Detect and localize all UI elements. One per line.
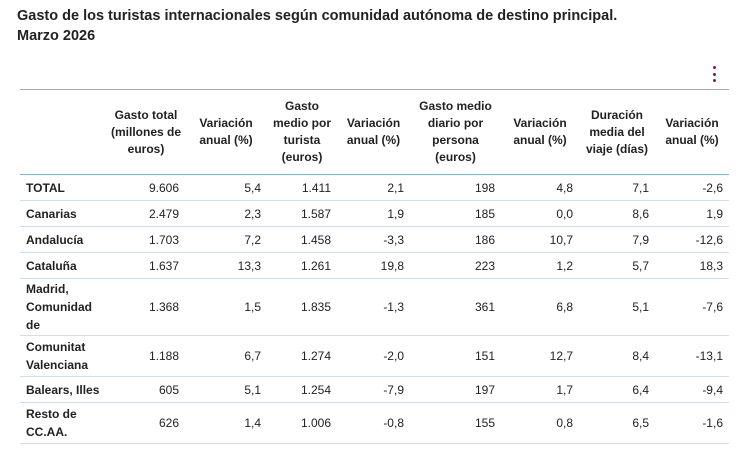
cell-value: 361 [410, 278, 501, 336]
cell-value: 1,2 [501, 252, 579, 279]
cell-value: 0,8 [501, 402, 579, 444]
table-row: Cataluña 1.637 13,3 1.261 19,8 223 1,2 5… [20, 252, 729, 279]
data-table: Gasto total (millones de euros) Variació… [20, 89, 729, 444]
cell-value: 1,5 [185, 278, 267, 336]
cell-value: 223 [410, 252, 501, 279]
cell-value: -0,8 [337, 402, 410, 444]
header-variacion-gasto-medio: Variación anual (%) [337, 89, 410, 175]
cell-value: 2,1 [337, 174, 410, 201]
cell-value: 0,0 [501, 200, 579, 227]
cell-value: 1.254 [267, 376, 337, 403]
cell-value: -1,6 [655, 402, 729, 444]
cell-value: 198 [410, 174, 501, 201]
cell-value: 1.368 [107, 278, 185, 336]
table-row: Madrid, Comunidad de 1.368 1,5 1.835 -1,… [20, 278, 729, 336]
cell-value: 1,9 [655, 200, 729, 227]
header-region [20, 89, 107, 175]
row-label: Cataluña [20, 252, 107, 279]
cell-value: 197 [410, 376, 501, 403]
cell-value: -1,3 [337, 278, 410, 336]
cell-value: 151 [410, 335, 501, 377]
cell-value: 1,4 [185, 402, 267, 444]
cell-value: 8,6 [579, 200, 655, 227]
cell-value: 5,1 [185, 376, 267, 403]
cell-value: -12,6 [655, 226, 729, 253]
cell-value: 1.411 [267, 174, 337, 201]
cell-value: 1.835 [267, 278, 337, 336]
menu-dot [712, 72, 716, 76]
cell-value: 18,3 [655, 252, 729, 279]
cell-value: 1.458 [267, 226, 337, 253]
cell-value: 6,5 [579, 402, 655, 444]
cell-value: 626 [107, 402, 185, 444]
table-row: Balears, Illes 605 5,1 1.254 -7,9 197 1,… [20, 376, 729, 403]
cell-value: 9.606 [107, 174, 185, 201]
row-label: Balears, Illes [20, 376, 107, 403]
cell-value: 186 [410, 226, 501, 253]
cell-value: 185 [410, 200, 501, 227]
row-label: Comunitat Valenciana [20, 335, 107, 377]
table-row: TOTAL 9.606 5,4 1.411 2,1 198 4,8 7,1 -2… [20, 174, 729, 201]
row-label: Andalucía [20, 226, 107, 253]
cell-value: -3,3 [337, 226, 410, 253]
cell-value: 8,4 [579, 335, 655, 377]
row-label: Canarias [20, 200, 107, 227]
cell-value: 7,9 [579, 226, 655, 253]
cell-value: 1.006 [267, 402, 337, 444]
menu-dot [712, 66, 716, 69]
cell-value: 1.274 [267, 335, 337, 377]
cell-value: 5,4 [185, 174, 267, 201]
cell-value: -7,9 [337, 376, 410, 403]
vertical-dots-icon[interactable] [710, 66, 718, 82]
cell-value: -2,0 [337, 335, 410, 377]
cell-value: -9,4 [655, 376, 729, 403]
cell-value: -13,1 [655, 335, 729, 377]
cell-value: 10,7 [501, 226, 579, 253]
cell-value: -7,6 [655, 278, 729, 336]
cell-value: 1.261 [267, 252, 337, 279]
header-gasto-total: Gasto total (millones de euros) [107, 89, 185, 175]
title-line-1: Gasto de los turistas internacionales se… [17, 8, 618, 24]
cell-value: 6,8 [501, 278, 579, 336]
cell-value: 13,3 [185, 252, 267, 279]
cell-value: 1,7 [501, 376, 579, 403]
table-row: Resto de CC.AA. 626 1,4 1.006 -0,8 155 0… [20, 402, 729, 444]
menu-dot [712, 79, 716, 82]
header-duracion-media: Duración media del viaje (días) [579, 89, 655, 175]
row-label: TOTAL [20, 174, 107, 201]
cell-value: 7,2 [185, 226, 267, 253]
cell-value: 6,4 [579, 376, 655, 403]
cell-value: 1.188 [107, 335, 185, 377]
table-title: Gasto de los turistas internacionales se… [17, 6, 617, 46]
cell-value: 19,8 [337, 252, 410, 279]
table-row: Comunitat Valenciana 1.188 6,7 1.274 -2,… [20, 335, 729, 377]
header-gasto-medio-diario: Gasto medio diario por persona (euros) [410, 89, 501, 175]
header-variacion-duracion: Variación anual (%) [655, 89, 729, 175]
cell-value: 1.587 [267, 200, 337, 227]
cell-value: 4,8 [501, 174, 579, 201]
cell-value: 2.479 [107, 200, 185, 227]
cell-value: 12,7 [501, 335, 579, 377]
cell-value: 6,7 [185, 335, 267, 377]
cell-value: 605 [107, 376, 185, 403]
row-label: Resto de CC.AA. [20, 402, 107, 444]
cell-value: 5,1 [579, 278, 655, 336]
title-line-2: Marzo 2026 [17, 28, 96, 44]
header-gasto-medio-turista: Gasto medio por turista (euros) [267, 89, 337, 175]
row-label: Madrid, Comunidad de [20, 278, 107, 336]
cell-value: 1.703 [107, 226, 185, 253]
header-variacion-gasto-diario: Variación anual (%) [501, 89, 579, 175]
cell-value: 1.637 [107, 252, 185, 279]
cell-value: 7,1 [579, 174, 655, 201]
table-row: Canarias 2.479 2,3 1.587 1,9 185 0,0 8,6… [20, 200, 729, 227]
header-variacion-gasto-total: Variación anual (%) [185, 89, 267, 175]
cell-value: -2,6 [655, 174, 729, 201]
table-row: Andalucía 1.703 7,2 1.458 -3,3 186 10,7 … [20, 226, 729, 253]
cell-value: 155 [410, 402, 501, 444]
cell-value: 1,9 [337, 200, 410, 227]
cell-value: 2,3 [185, 200, 267, 227]
cell-value: 5,7 [579, 252, 655, 279]
header-row: Gasto total (millones de euros) Variació… [20, 89, 729, 175]
